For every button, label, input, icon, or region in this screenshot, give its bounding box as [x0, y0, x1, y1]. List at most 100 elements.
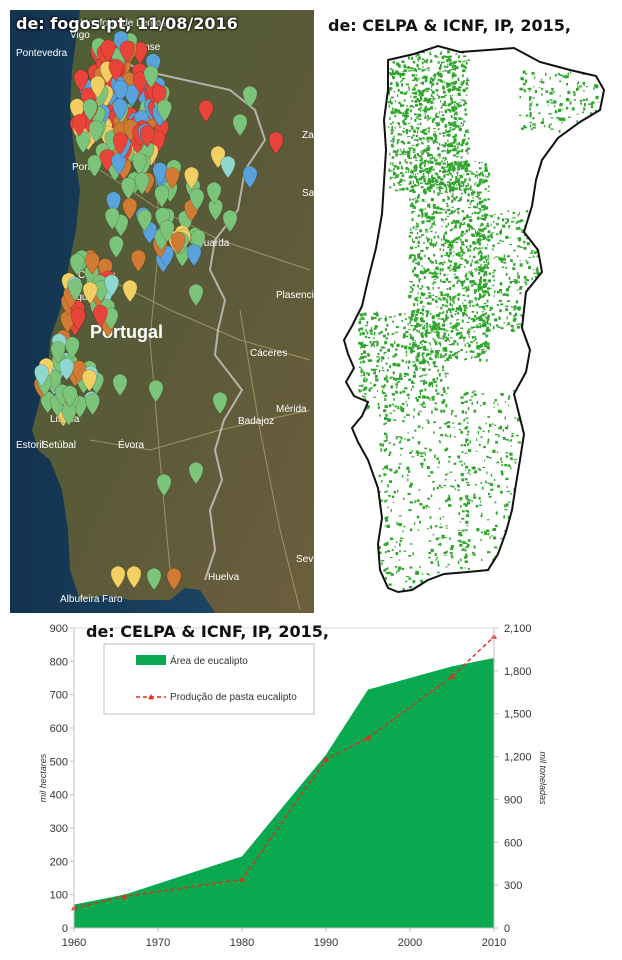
fire-marker: [70, 307, 86, 331]
fire-marker: [139, 124, 155, 148]
fire-marker: [112, 132, 128, 155]
legend: Área de eucalipto Produção de pasta eucal…: [103, 643, 315, 715]
y2-tick-label: 1,500: [504, 709, 532, 721]
fire-marker: [189, 188, 205, 211]
y-tick-label: 100: [50, 890, 68, 902]
y-tick-label: 800: [50, 656, 68, 668]
fire-marker: [82, 281, 98, 305]
area-eucalyptus: [74, 658, 494, 928]
fire-marker: [164, 166, 180, 190]
fire-marker: [188, 461, 204, 485]
x-tick-label: 1960: [62, 937, 86, 949]
fire-marker: [84, 252, 100, 275]
fire-marker: [108, 58, 124, 82]
fire-marker: [188, 283, 204, 307]
y-tick-label: 700: [50, 690, 68, 702]
x-tick-label: 1980: [230, 937, 254, 949]
fire-marker: [119, 40, 135, 64]
fire-marker: [198, 99, 214, 123]
fire-marker: [166, 567, 182, 591]
fire-marker: [232, 113, 248, 137]
fire-marker: [71, 113, 87, 137]
y2-tick-label: 600: [504, 837, 522, 849]
x-tick-label: 2010: [482, 937, 506, 949]
fire-marker: [87, 154, 102, 178]
distribution-source-caption: de: CELPA & ICNF, IP, 2015,: [328, 16, 571, 35]
border-line: [95, 45, 267, 581]
fire-marker: [184, 166, 199, 190]
fire-marker: [34, 364, 49, 387]
eucalyptus-coverage: [358, 50, 600, 592]
place-label: Plasencia: [276, 290, 314, 301]
chart-canvas: 0 100 200 300 400 500 600 700 800 900 0 300 600 900 1,…: [38, 623, 548, 949]
fire-marker: [92, 304, 108, 328]
satellite-source-caption: de: fogos.pt, 11/08/2016: [16, 14, 238, 33]
satellite-map-canvas: Monforte de LemosVigoOurensePontevedraPo…: [10, 10, 314, 613]
fire-marker: [220, 155, 236, 179]
chart-source-caption: de: CELPA & ICNF, IP, 2015,: [86, 622, 329, 641]
fire-marker: [122, 197, 138, 221]
y2-tick-label: 1,800: [504, 666, 532, 678]
y-tick-label: 300: [50, 823, 68, 835]
legend-label: Área de eucalipto: [170, 654, 248, 667]
fire-marker: [67, 278, 83, 302]
fire-marker: [143, 65, 159, 89]
place-label: Salamanca: [302, 188, 314, 199]
fire-marker: [242, 85, 258, 109]
fire-marker: [159, 219, 175, 243]
place-label: Sevilla: [296, 554, 314, 565]
fire-marker: [132, 71, 148, 94]
y-tick-label: 500: [50, 756, 68, 768]
fire-marker: [157, 99, 172, 123]
x-tick-label: 1990: [314, 937, 338, 949]
place-label: Albufeira: [60, 594, 100, 605]
x-tick-label: 1970: [146, 937, 170, 949]
fire-marker: [170, 231, 186, 255]
y2-tick-label: 2,100: [504, 623, 532, 635]
line-point: [121, 893, 128, 899]
line-point: [323, 756, 329, 762]
distribution-map-canvas: [318, 10, 622, 613]
fire-marker: [100, 39, 116, 63]
fire-marker: [206, 181, 222, 205]
fire-marker: [108, 235, 124, 259]
fire-marker: [62, 385, 78, 408]
legend-box: [103, 643, 315, 715]
fire-marker: [122, 279, 138, 303]
place-label: Estoril: [16, 440, 44, 451]
place-label: Pontevedra: [16, 48, 68, 59]
fire-marker: [130, 249, 146, 273]
fire-marker: [242, 165, 258, 189]
fire-marker: [154, 184, 170, 208]
legend-swatch-marker: [148, 694, 154, 700]
y2-tick-label: 900: [504, 794, 522, 806]
fire-marker: [186, 243, 202, 267]
y-tick-label: 200: [50, 856, 68, 868]
place-label: Monforte de Lemos: [80, 18, 166, 29]
fire-marker: [104, 207, 120, 231]
fire-marker: [112, 98, 128, 121]
fire-marker: [137, 209, 153, 232]
fire-marker: [90, 75, 106, 99]
y-axis-label: mil hectares: [38, 753, 48, 802]
line-point: [449, 673, 455, 679]
fire-marker: [85, 392, 100, 416]
fire-marker: [82, 98, 98, 122]
fire-marker: [148, 379, 164, 403]
fire-marker: [146, 567, 162, 591]
fire-marker: [81, 369, 97, 392]
fire-marker: [131, 152, 147, 176]
y-tick-label: 400: [50, 790, 68, 802]
legend-label: Produção de pasta eucalipto: [170, 692, 297, 703]
place-label: Porto: [72, 162, 96, 173]
place-label: Badajoz: [238, 416, 274, 427]
fire-marker: [268, 131, 284, 155]
fire-marker: [73, 69, 89, 92]
line-point: [239, 876, 245, 882]
place-label: Mérida: [276, 404, 307, 415]
fire-marker: [113, 79, 128, 103]
fire-markers: [33, 30, 284, 591]
fire-marker: [126, 565, 142, 589]
place-label: Vigo: [70, 30, 90, 41]
y2-tick-label: 1,200: [504, 752, 532, 764]
